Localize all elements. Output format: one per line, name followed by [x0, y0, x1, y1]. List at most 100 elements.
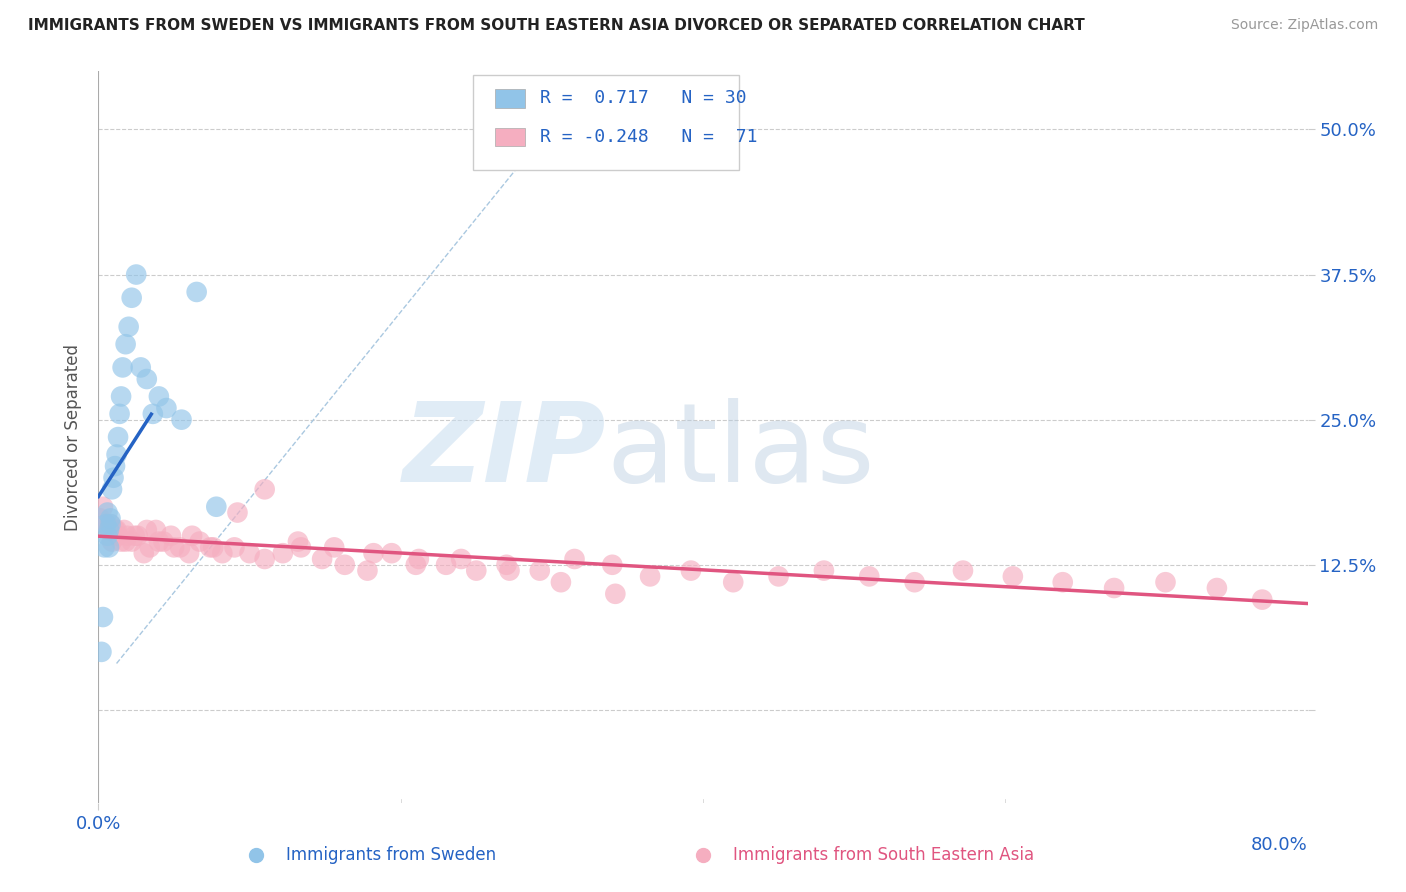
Point — [105, 448, 128, 462]
Point — [529, 564, 551, 578]
Point — [124, 529, 146, 543]
Point — [90, 645, 112, 659]
Point — [104, 523, 127, 537]
Text: IMMIGRANTS FROM SWEDEN VS IMMIGRANTS FROM SOUTH EASTERN ASIA DIVORCED OR SEPARAT: IMMIGRANTS FROM SWEDEN VS IMMIGRANTS FRO… — [28, 18, 1085, 33]
Point — [200, 541, 222, 555]
Point — [112, 523, 135, 537]
Point — [98, 523, 121, 537]
Point — [118, 319, 141, 334]
Point — [145, 523, 167, 537]
Text: 80.0%: 80.0% — [1251, 836, 1308, 854]
Point — [121, 291, 143, 305]
Point — [108, 407, 131, 421]
Point — [160, 529, 183, 543]
Point — [450, 552, 472, 566]
Text: Source: ZipAtlas.com: Source: ZipAtlas.com — [1230, 18, 1378, 32]
FancyBboxPatch shape — [474, 75, 740, 170]
Point — [323, 541, 346, 555]
Point — [105, 523, 128, 537]
Point — [1052, 575, 1074, 590]
Point — [434, 558, 457, 572]
Point — [101, 483, 124, 497]
FancyBboxPatch shape — [495, 89, 526, 108]
Point — [904, 575, 927, 590]
Point — [1206, 581, 1229, 595]
Point — [100, 517, 122, 532]
Point — [100, 511, 122, 525]
Point — [498, 564, 520, 578]
Point — [564, 552, 586, 566]
Point — [465, 564, 488, 578]
Text: R = -0.248   N =  71: R = -0.248 N = 71 — [540, 128, 758, 146]
Point — [638, 569, 661, 583]
Text: ZIP: ZIP — [402, 398, 606, 505]
Point — [89, 511, 111, 525]
Point — [311, 552, 333, 566]
Text: Immigrants from Sweden: Immigrants from Sweden — [285, 847, 496, 864]
Point — [253, 552, 276, 566]
Point — [356, 564, 378, 578]
Point — [148, 389, 170, 403]
FancyBboxPatch shape — [495, 128, 526, 146]
Point — [103, 471, 125, 485]
Point — [129, 360, 152, 375]
Text: Immigrants from South Eastern Asia: Immigrants from South Eastern Asia — [734, 847, 1035, 864]
Point — [100, 517, 122, 532]
Point — [114, 337, 136, 351]
Point — [135, 372, 157, 386]
Point — [111, 360, 134, 375]
Point — [253, 483, 276, 497]
Point — [858, 569, 880, 583]
Point — [723, 575, 745, 590]
Point — [115, 529, 138, 543]
Point — [110, 389, 132, 403]
Point — [290, 541, 312, 555]
Point — [135, 523, 157, 537]
Point — [132, 546, 155, 560]
Point — [550, 575, 572, 590]
Point — [104, 459, 127, 474]
Point — [121, 534, 143, 549]
Point — [163, 541, 186, 555]
Point — [127, 529, 149, 543]
Point — [142, 407, 165, 421]
Point — [211, 546, 233, 560]
Point — [107, 529, 129, 543]
Point — [152, 534, 174, 549]
Point — [170, 412, 193, 426]
Point — [1102, 581, 1125, 595]
Point — [605, 587, 627, 601]
Point — [333, 558, 356, 572]
Point — [602, 558, 624, 572]
Point — [101, 534, 124, 549]
Point — [96, 506, 118, 520]
Point — [110, 534, 132, 549]
Point — [155, 401, 177, 415]
Point — [186, 285, 208, 299]
Point — [1251, 592, 1274, 607]
Point — [205, 500, 228, 514]
Point — [363, 546, 385, 560]
Point — [114, 534, 136, 549]
Point — [169, 541, 191, 555]
Point — [188, 534, 211, 549]
Point — [94, 517, 117, 532]
Point — [91, 500, 114, 514]
Text: atlas: atlas — [606, 398, 875, 505]
Point — [98, 523, 121, 537]
Point — [224, 541, 246, 555]
Point — [287, 534, 309, 549]
Point — [148, 534, 170, 549]
Point — [226, 506, 249, 520]
Point — [181, 529, 204, 543]
Point — [125, 268, 148, 282]
Point — [202, 541, 225, 555]
Point — [93, 541, 115, 555]
Point — [179, 546, 201, 560]
Point — [495, 558, 517, 572]
Point — [239, 546, 262, 560]
Y-axis label: Divorced or Separated: Divorced or Separated — [65, 343, 83, 531]
Point — [768, 569, 790, 583]
Point — [405, 558, 427, 572]
Point — [381, 546, 404, 560]
